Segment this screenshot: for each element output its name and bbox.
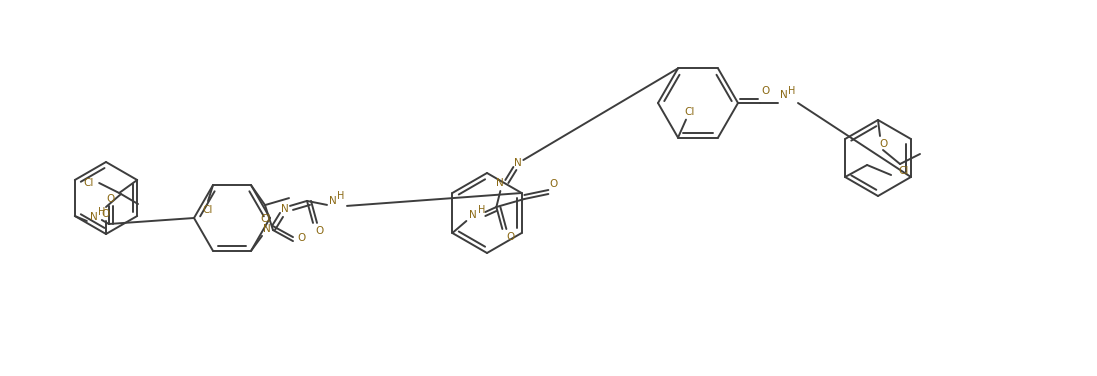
Text: H: H — [789, 86, 795, 96]
Text: Cl: Cl — [898, 166, 908, 176]
Text: H: H — [477, 205, 485, 215]
Text: N: N — [90, 212, 98, 222]
Text: Cl: Cl — [261, 214, 271, 224]
Text: N: N — [281, 204, 289, 214]
Text: O: O — [506, 232, 514, 242]
Text: N: N — [514, 158, 522, 168]
Text: N: N — [329, 196, 337, 206]
Text: O: O — [106, 194, 115, 204]
Text: H: H — [98, 207, 105, 217]
Text: N: N — [497, 178, 505, 188]
Text: O: O — [297, 233, 305, 243]
Text: Cl: Cl — [83, 178, 93, 188]
Text: O: O — [762, 86, 770, 96]
Text: N: N — [263, 224, 271, 234]
Text: H: H — [337, 191, 344, 201]
Text: O: O — [315, 226, 324, 236]
Text: N: N — [780, 90, 788, 100]
Text: Cl: Cl — [203, 205, 213, 215]
Text: O: O — [550, 179, 557, 189]
Text: Cl: Cl — [685, 107, 695, 117]
Text: N: N — [470, 210, 477, 220]
Text: O: O — [102, 209, 110, 219]
Text: O: O — [879, 139, 887, 149]
